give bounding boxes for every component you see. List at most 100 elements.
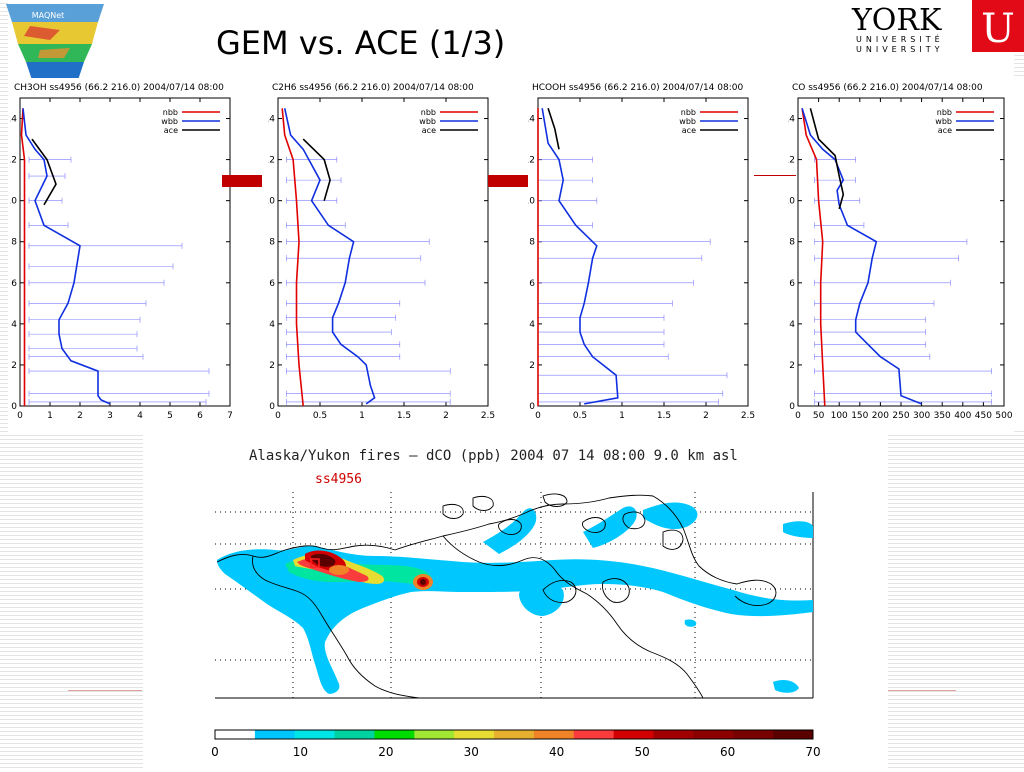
profile-chart-co: CO ss4956 (66.2 216.0) 2004/07/14 08:00 0… <box>788 83 1013 421</box>
slide-border-bottom-left <box>0 432 143 768</box>
legend-label-nbb: nbb <box>937 108 952 117</box>
colorbar-swatch <box>374 730 415 739</box>
legend-label-nbb: nbb <box>681 108 696 117</box>
map-plume <box>217 502 813 694</box>
colorbar: 0 10 20 30 40 50 60 70 <box>211 729 821 759</box>
colorbar-swatch <box>294 730 336 739</box>
york-university-logo: YORK UNIVERSITÉ UNIVERSITY U <box>851 0 1024 54</box>
chart-title: HCOOH ss4956 (66.2 216.0) 2004/07/14 08:… <box>532 83 743 93</box>
x-tick-label: 1 <box>619 411 625 421</box>
profile-chart-ch3oh: CH3OH ss4956 (66.2 216.0) 2004/07/14 08:… <box>10 83 233 421</box>
series-line-wbb <box>541 108 619 405</box>
profile-panel-ch3oh: CH3OH ss4956 (66.2 216.0) 2004/07/14 08:… <box>10 78 250 428</box>
y-tick-label: 14 <box>10 115 17 125</box>
y-tick-label: 6 <box>529 279 535 289</box>
x-tick-label: 0 <box>275 411 281 421</box>
y-tick-label: 10 <box>10 197 17 207</box>
legend-label-wbb: wbb <box>935 117 952 126</box>
colorbar-swatch <box>733 730 774 739</box>
legend-label-wbb: wbb <box>679 117 696 126</box>
x-tick-label: 350 <box>934 411 951 421</box>
x-tick-label: 200 <box>872 411 889 421</box>
series-line-ace <box>302 138 331 201</box>
y-tick-label: 4 <box>269 320 275 330</box>
legend-label-wbb: wbb <box>419 117 436 126</box>
x-tick-label: 100 <box>831 411 848 421</box>
x-tick-label: 500 <box>995 411 1012 421</box>
map-subtitle: ss4956 <box>315 472 362 487</box>
profile-panel-hcooh: HCOOH ss4956 (66.2 216.0) 2004/07/14 08:… <box>528 78 768 428</box>
profile-chart-c2h6: C2H6 ss4956 (66.2 216.0) 2004/07/14 08:0… <box>268 83 495 421</box>
legend-label-ace: ace <box>938 126 952 135</box>
colorbar-labels: 0 10 20 30 40 50 60 70 <box>211 745 820 759</box>
profile-panel-co: CO ss4956 (66.2 216.0) 2004/07/14 08:00 0… <box>788 78 1024 428</box>
x-tick-label: 0.5 <box>313 411 327 421</box>
y-tick-label: 10 <box>268 197 275 207</box>
y-tick-label: 2 <box>529 361 535 371</box>
x-tick-label: 7 <box>227 411 233 421</box>
legend-label-ace: ace <box>164 126 178 135</box>
colorbar-tick-label: 30 <box>464 745 479 759</box>
x-tick-label: 2.5 <box>481 411 495 421</box>
y-tick-label: 10 <box>788 197 795 207</box>
colorbar-tick-label: 70 <box>805 745 820 759</box>
y-tick-label: 0 <box>789 402 795 412</box>
colorbar-swatch <box>613 730 655 739</box>
maqnet-logo: MAQNet <box>6 4 104 80</box>
y-tick-label: 8 <box>11 238 17 248</box>
legend-label-nbb: nbb <box>163 108 178 117</box>
colorbar-swatch <box>693 730 734 739</box>
colorbar-swatch <box>773 730 814 739</box>
colorbar-tick-label: 40 <box>549 745 564 759</box>
colorbar-tick-label: 0 <box>211 745 219 759</box>
x-tick-label: 1 <box>359 411 365 421</box>
y-tick-label: 4 <box>529 320 535 330</box>
x-tick-label: 2 <box>443 411 449 421</box>
y-tick-label: 14 <box>788 115 795 125</box>
york-logo-word: YORK <box>851 3 942 38</box>
colorbar-tick-label: 20 <box>378 745 393 759</box>
legend-label-wbb: wbb <box>161 117 178 126</box>
york-logo-line3: UNIVERSITY <box>856 45 944 54</box>
y-tick-label: 12 <box>788 156 795 166</box>
map-panel: Alaska/Yukon fires — dCO (ppb) 2004 07 1… <box>143 432 888 768</box>
colorbar-tick-label: 60 <box>720 745 735 759</box>
y-tick-label: 12 <box>528 156 535 166</box>
colorbar-swatch <box>573 730 615 739</box>
legend-label-ace: ace <box>682 126 696 135</box>
y-tick-label: 0 <box>269 402 275 412</box>
legend-label-nbb: nbb <box>421 108 436 117</box>
accent-line-bottom-left <box>68 690 142 691</box>
accent-bar-middle <box>488 175 528 187</box>
x-tick-label: 1 <box>47 411 53 421</box>
map-title: Alaska/Yukon fires — dCO (ppb) 2004 07 1… <box>249 448 738 464</box>
slide-border-left <box>0 0 8 768</box>
chart-title: CO ss4956 (66.2 216.0) 2004/07/14 08:00 <box>792 83 983 93</box>
y-tick-label: 14 <box>528 115 535 125</box>
x-tick-label: 4 <box>137 411 143 421</box>
series-line-wbb <box>22 108 111 405</box>
plot-frame <box>537 97 749 407</box>
y-tick-label: 0 <box>529 402 535 412</box>
y-tick-label: 6 <box>11 279 17 289</box>
series-line-wbb <box>801 108 922 405</box>
colorbar-swatch <box>334 730 375 739</box>
series-line-ace <box>547 108 560 150</box>
x-tick-label: 2.5 <box>741 411 755 421</box>
map-site-marker <box>310 558 320 568</box>
x-tick-label: 0.5 <box>573 411 587 421</box>
series-line-nbb <box>20 108 26 406</box>
y-tick-label: 4 <box>789 320 795 330</box>
x-tick-label: 3 <box>107 411 113 421</box>
chart-title: C2H6 ss4956 (66.2 216.0) 2004/07/14 08:0… <box>272 83 474 93</box>
colorbar-swatch <box>254 730 296 739</box>
accent-bar-left <box>222 175 262 187</box>
map-coastlines <box>216 493 777 699</box>
x-tick-label: 50 <box>813 411 825 421</box>
colorbar-swatch <box>653 730 694 739</box>
y-tick-label: 2 <box>789 361 795 371</box>
dco-map: Alaska/Yukon fires — dCO (ppb) 2004 07 1… <box>211 448 821 759</box>
x-tick-label: 450 <box>975 411 992 421</box>
colorbar-tick-label: 10 <box>293 745 308 759</box>
y-tick-label: 8 <box>789 238 795 248</box>
